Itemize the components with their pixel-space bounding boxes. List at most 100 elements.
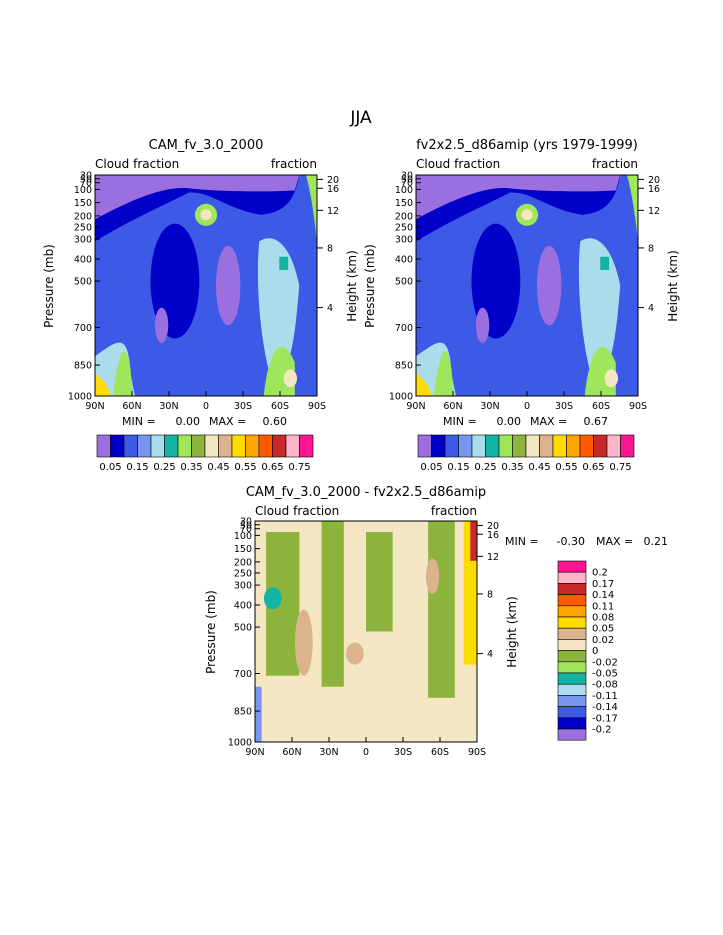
y-tick-label: 300	[234, 581, 252, 592]
y-right-tick-label: 20	[327, 175, 339, 186]
left-label: Cloud fraction	[416, 157, 500, 171]
y-tick-label: 50	[401, 174, 413, 185]
colorbar-label: -0.02	[592, 657, 618, 668]
colorbar-label: 0.15	[447, 462, 469, 473]
y-tick-label: 700	[74, 323, 92, 334]
colorbar-swatch	[606, 434, 621, 458]
colorbar-swatch	[557, 706, 587, 719]
y-tick-label: 400	[234, 600, 252, 611]
colorbar-swatch	[164, 434, 179, 458]
min-value: -0.30	[557, 535, 585, 548]
colorbar-swatch	[557, 650, 587, 663]
panel-cam-fv: CAM_fv_3.0_2000 Cloud fraction fraction …	[42, 138, 359, 473]
y-right-tick-label: 16	[648, 184, 660, 195]
x-tick-label: 30N	[480, 401, 499, 412]
colorbar-swatch	[557, 683, 587, 696]
y-tick-label: 70	[401, 178, 413, 189]
y-tick-label: 70	[240, 524, 252, 535]
colorbar-swatch	[231, 434, 246, 458]
max-label: MAX =	[596, 535, 633, 548]
southern-band	[578, 238, 621, 383]
colorbar-label: -0.2	[592, 725, 612, 736]
colorbar-label: 0.65	[261, 462, 283, 473]
min-label: MIN =	[505, 535, 539, 548]
y-tick-label: 850	[234, 707, 252, 718]
y-tick-label: 850	[74, 361, 92, 372]
negative-region	[428, 521, 455, 698]
colorbar-label: 0.25	[153, 462, 175, 473]
colorbar-label: 0.05	[592, 624, 614, 635]
colorbar-label: 0.35	[501, 462, 523, 473]
colorbar-label: 0.25	[474, 462, 496, 473]
colorbar-swatch	[593, 434, 608, 458]
colorbar-swatch	[471, 434, 486, 458]
colorbar-label: 0.11	[592, 601, 614, 612]
y-tick-label: 50	[80, 174, 92, 185]
y-tick-label: 250	[395, 222, 413, 233]
colorbar-label: 0.55	[234, 462, 256, 473]
colorbar-swatch	[557, 717, 587, 730]
colorbar: 0.05 0.15 0.25 0.35 0.45 0.55 0.65 0.75	[417, 434, 635, 473]
max-value: 0.67	[584, 415, 609, 428]
page-title: JJA	[349, 108, 372, 128]
y-axis-right-label: Height (km)	[345, 250, 359, 321]
colorbar-label: -0.17	[592, 713, 618, 724]
y-right-tick-label: 20	[487, 521, 499, 532]
right-label: fraction	[271, 157, 317, 171]
colorbar: 0.20.170.140.110.080.050.020-0.02-0.05-0…	[557, 560, 618, 741]
colorbar-swatch	[498, 434, 513, 458]
colorbar-label: 0	[592, 646, 598, 657]
northern-surface	[95, 373, 111, 396]
colorbar-label: 0.2	[592, 568, 608, 579]
y-tick-label: 100	[234, 531, 252, 542]
y-tick-label: 1000	[228, 738, 252, 749]
colorbar-label: 0.15	[126, 462, 148, 473]
y-tick-label: 500	[234, 623, 252, 634]
colorbar-swatch	[285, 434, 300, 458]
y-tick-label: 700	[234, 669, 252, 680]
colorbar-swatch	[512, 434, 527, 458]
contour-plot	[254, 520, 478, 743]
core-inner	[154, 307, 169, 343]
southern-patch	[279, 256, 289, 271]
y-tick-label: 300	[74, 235, 92, 246]
colorbar-swatch	[177, 434, 192, 458]
colorbar-swatch	[123, 434, 138, 458]
colorbar-label: 0.45	[207, 462, 229, 473]
x-tick-label: 90S	[629, 401, 647, 412]
x-tick-label: 60S	[592, 401, 610, 412]
colorbar-swatch	[557, 583, 587, 595]
y-axis-right-label: Height (km)	[505, 596, 519, 667]
colorbar-swatch	[557, 639, 587, 651]
x-tick-label: 60S	[431, 747, 449, 758]
colorbar-label: 0.05	[99, 462, 121, 473]
right-label: fraction	[592, 157, 638, 171]
colorbar-swatch	[191, 434, 206, 458]
y-tick-label: 850	[395, 361, 413, 372]
colorbar-label: 0.08	[592, 613, 614, 624]
min-label: MIN =	[122, 415, 156, 428]
positive-region	[470, 521, 477, 561]
min-value: 0.00	[497, 415, 522, 428]
y-right-tick-label: 12	[648, 206, 660, 217]
colorbar-swatch	[539, 434, 554, 458]
x-tick-label: 60N	[282, 747, 301, 758]
y-axis-label: Pressure (mb)	[363, 244, 377, 328]
anvil-core	[521, 209, 533, 221]
colorbar-swatch	[557, 661, 587, 674]
colorbar-swatch	[458, 434, 473, 458]
contour-plot	[415, 174, 639, 397]
core-inner	[475, 307, 490, 343]
x-tick-labels: 90N 60N 30N 0 30S 60S 90S	[85, 391, 326, 412]
y-right-tick-label: 8	[327, 243, 333, 254]
colorbar-label: 0.17	[592, 579, 614, 590]
colorbar-swatch	[525, 434, 540, 458]
polar-region	[305, 175, 317, 242]
colorbar-swatch	[557, 571, 587, 584]
y-tick-label: 1000	[68, 392, 92, 403]
y-right-tick-label: 12	[487, 552, 499, 563]
colorbar-label: -0.14	[592, 702, 618, 713]
